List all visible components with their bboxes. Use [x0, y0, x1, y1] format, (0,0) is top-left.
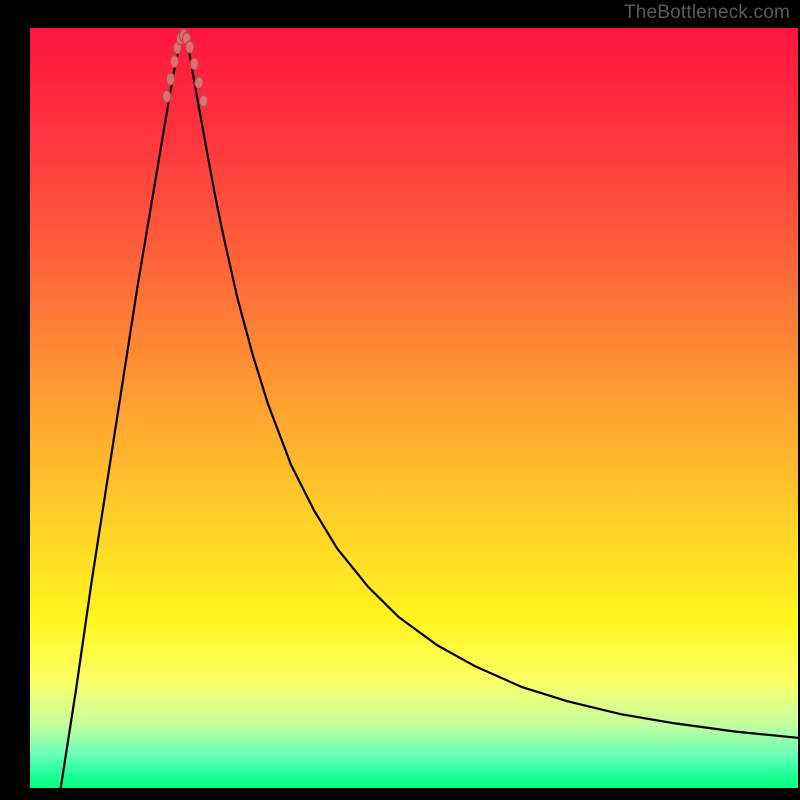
valley-marker [199, 95, 207, 107]
valley-marker [163, 90, 171, 102]
bottleneck-chart [0, 0, 800, 800]
valley-marker [186, 41, 194, 53]
plot-background [30, 28, 798, 788]
chart-container: TheBottleneck.com [0, 0, 800, 800]
valley-marker [166, 73, 174, 85]
valley-marker [170, 55, 178, 67]
valley-marker [195, 77, 203, 89]
valley-marker [190, 58, 198, 70]
